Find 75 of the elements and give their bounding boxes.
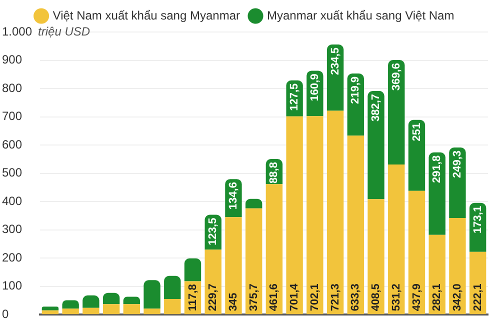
- bar: [42, 310, 59, 314]
- y-tick-label: 900: [2, 52, 22, 67]
- bar: [266, 184, 283, 314]
- y-tick-label: 400: [2, 194, 22, 208]
- bar: [82, 308, 100, 314]
- bar: [347, 136, 364, 314]
- bar: [42, 306, 59, 310]
- legend-label: Việt Nam xuất khẩu sang Myanmar: [52, 8, 240, 22]
- y-tick-label: 600: [2, 137, 22, 152]
- y-axis-title: triệu USD: [38, 24, 90, 38]
- data-label: 291,8: [431, 155, 444, 183]
- data-label: 721,3: [329, 284, 342, 312]
- data-label: 234,5: [329, 47, 342, 76]
- bar: [408, 190, 426, 314]
- bar: [428, 234, 446, 314]
- data-label: 282,1: [431, 284, 444, 312]
- bar: [102, 304, 120, 314]
- data-label: 160,9: [308, 74, 321, 102]
- data-label: 408,5: [370, 284, 382, 312]
- y-tick-label: 800: [2, 80, 22, 95]
- bar: [62, 300, 79, 309]
- legend-label: Myanmar xuất khẩu sang Việt Nam: [267, 8, 454, 22]
- data-label: 369,6: [390, 63, 402, 91]
- bar: [164, 276, 181, 300]
- bar: [368, 199, 384, 314]
- bar: [62, 308, 79, 314]
- bar: [388, 60, 405, 164]
- data-label: 375,7: [248, 284, 260, 312]
- bar: [184, 258, 202, 282]
- data-label: 345: [228, 292, 240, 312]
- data-label: 531,2: [390, 284, 402, 312]
- bar: [368, 91, 384, 200]
- data-label: 633,3: [350, 284, 362, 312]
- bar: [326, 110, 344, 314]
- data-label: 229,7: [207, 284, 220, 312]
- data-label: 88,8: [268, 162, 280, 184]
- bar: [408, 120, 426, 191]
- data-label: 222,1: [472, 284, 484, 312]
- data-label: 382,7: [370, 94, 382, 122]
- data-label: 249,3: [451, 150, 464, 178]
- data-label: 173,1: [472, 206, 484, 234]
- bar: [102, 292, 120, 304]
- y-tick-label: 700: [2, 109, 22, 124]
- data-label: 251: [410, 122, 423, 142]
- y-tick-label: 200: [2, 250, 22, 264]
- y-tick-label: 1.000: [2, 24, 32, 38]
- data-label: 117,8: [186, 284, 199, 312]
- bar: [245, 198, 262, 208]
- bar: [245, 208, 262, 314]
- y-tick-label: 100: [2, 278, 22, 293]
- y-tick-label: 500: [2, 166, 22, 180]
- bar: [164, 299, 181, 314]
- bar: [225, 217, 242, 314]
- bar: [428, 152, 446, 235]
- bar: [144, 308, 160, 314]
- data-label: 123,5: [207, 218, 220, 246]
- bar: [144, 280, 160, 309]
- bar: [449, 218, 466, 314]
- data-label: 219,9: [350, 76, 362, 104]
- bar: [388, 164, 405, 314]
- data-label: 461,6: [268, 284, 280, 312]
- data-label: 702,1: [308, 284, 321, 312]
- bar: [123, 304, 140, 314]
- bar: [82, 295, 100, 308]
- data-label: 134,6: [228, 182, 240, 210]
- bar: [306, 116, 324, 314]
- data-label: 127,5: [288, 83, 301, 111]
- data-label: 437,9: [410, 284, 423, 312]
- bar: [449, 148, 466, 218]
- data-label: 342,0: [451, 284, 464, 312]
- bar: [123, 296, 140, 304]
- data-label: 701,4: [288, 282, 301, 312]
- y-tick-label: 0: [2, 306, 9, 321]
- y-tick-label: 300: [2, 222, 22, 236]
- bar: [286, 116, 303, 314]
